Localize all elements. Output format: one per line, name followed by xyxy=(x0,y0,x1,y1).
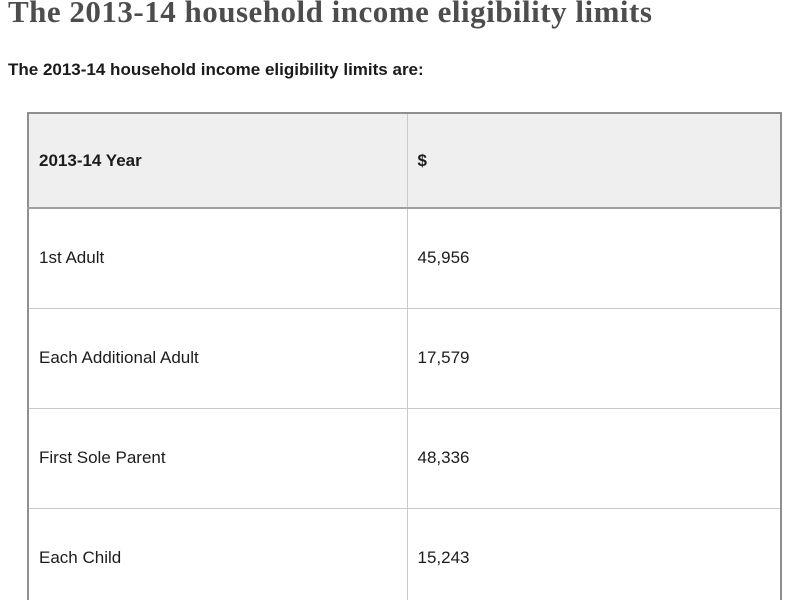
row-value: 45,956 xyxy=(406,207,782,309)
intro-text: The 2013-14 household income eligibility… xyxy=(8,60,424,79)
row-value: 48,336 xyxy=(406,407,782,509)
table-body: 1st Adult 45,956 Each Additional Adult 1… xyxy=(27,207,782,600)
table-row: Each Additional Adult 17,579 xyxy=(27,307,782,409)
table-row: 1st Adult 45,956 xyxy=(27,207,782,309)
table-row: Each Child 15,243 xyxy=(27,507,782,600)
row-value: 15,243 xyxy=(406,507,782,600)
income-limits-table: 2013-14 Year $ 1st Adult 45,956 Each Add… xyxy=(27,112,782,600)
table-row: First Sole Parent 48,336 xyxy=(27,407,782,509)
header-cell-amount: $ xyxy=(406,112,782,209)
table-header-row: 2013-14 Year $ xyxy=(27,112,782,209)
row-label: Each Additional Adult xyxy=(27,307,408,409)
header-cell-year: 2013-14 Year xyxy=(27,112,408,209)
row-value: 17,579 xyxy=(406,307,782,409)
row-label: First Sole Parent xyxy=(27,407,408,509)
row-label: Each Child xyxy=(27,507,408,600)
row-label: 1st Adult xyxy=(27,207,408,309)
table-header: 2013-14 Year $ xyxy=(27,112,782,209)
page-title: The 2013-14 household income eligibility… xyxy=(8,0,653,29)
